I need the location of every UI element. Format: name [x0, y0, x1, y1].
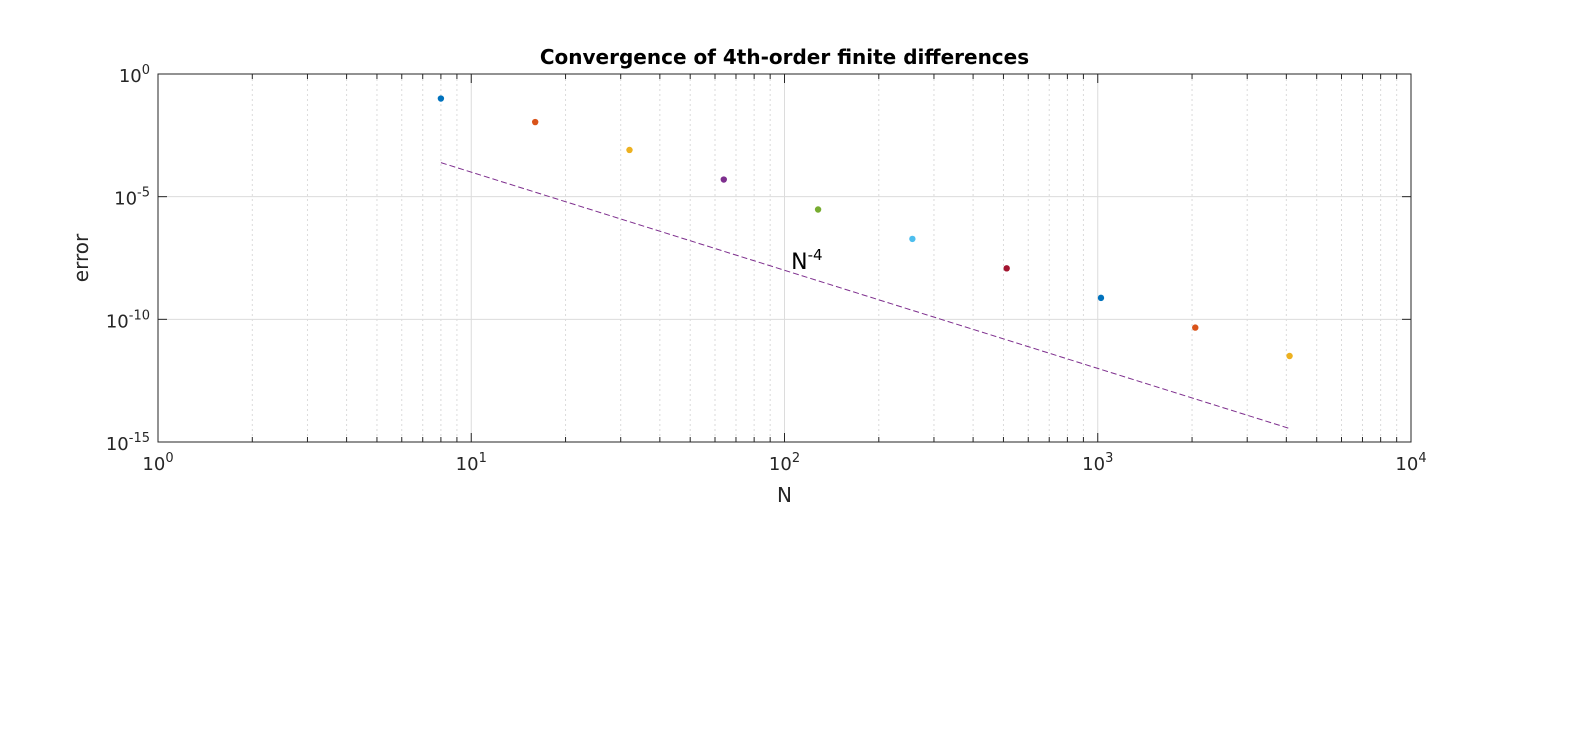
y-tick-exponent: 0	[142, 63, 150, 78]
x-tick-base: 10	[1395, 454, 1418, 475]
y-tick-label: 10-5	[114, 186, 150, 210]
x-tick-labels: 100 101 102 103 104	[142, 451, 1426, 475]
data-point	[1097, 294, 1105, 302]
x-tick-exponent: 0	[165, 451, 173, 466]
x-tick-base: 10	[769, 454, 792, 475]
y-tick-base: 10	[106, 434, 129, 455]
y-tick-exponent: -5	[137, 186, 150, 201]
x-tick-exponent: 2	[792, 451, 800, 466]
x-tick-label: 100	[142, 451, 173, 475]
x-tick-base: 10	[1082, 454, 1105, 475]
data-point	[626, 146, 633, 154]
y-tick-exponent: -15	[129, 431, 150, 446]
x-tick-label: 104	[1395, 451, 1426, 475]
y-tick-base: 10	[106, 311, 129, 332]
y-tick-base: 10	[119, 66, 142, 87]
data-point	[1192, 324, 1199, 331]
x-axis-label: N	[777, 483, 792, 507]
data-point	[437, 95, 445, 102]
x-tick-exponent: 4	[1418, 451, 1426, 466]
data-point	[1286, 352, 1293, 360]
x-tick-label: 101	[456, 451, 487, 475]
slope-annotation-exponent: -4	[808, 246, 823, 264]
reference-slope-line	[440, 162, 1290, 429]
y-tick-label: 10-10	[106, 308, 150, 332]
x-tick-label: 102	[769, 451, 800, 475]
slope-annotation: N-4	[791, 246, 822, 275]
x-tick-label: 103	[1082, 451, 1113, 475]
y-tick-label: 10-15	[106, 431, 150, 455]
major-grid	[158, 74, 1411, 442]
y-axis-label: error	[69, 233, 93, 282]
data-points	[437, 95, 1293, 360]
data-point	[1003, 265, 1010, 272]
x-tick-exponent: 3	[1105, 451, 1113, 466]
x-tick-exponent: 1	[479, 451, 487, 466]
x-tick-base: 10	[142, 454, 165, 475]
y-tick-exponent: -10	[129, 308, 150, 323]
minor-grid	[251, 74, 1398, 442]
slope-annotation-base: N	[791, 250, 807, 275]
data-point	[531, 118, 539, 126]
data-point	[814, 206, 822, 213]
y-tick-label: 100	[119, 63, 150, 87]
chart-title: Convergence of 4th-order finite differen…	[540, 45, 1029, 69]
axis-ticks	[157, 73, 1412, 443]
data-point	[720, 176, 727, 183]
y-tick-base: 10	[114, 189, 137, 210]
x-tick-base: 10	[456, 454, 479, 475]
data-point	[909, 235, 916, 243]
